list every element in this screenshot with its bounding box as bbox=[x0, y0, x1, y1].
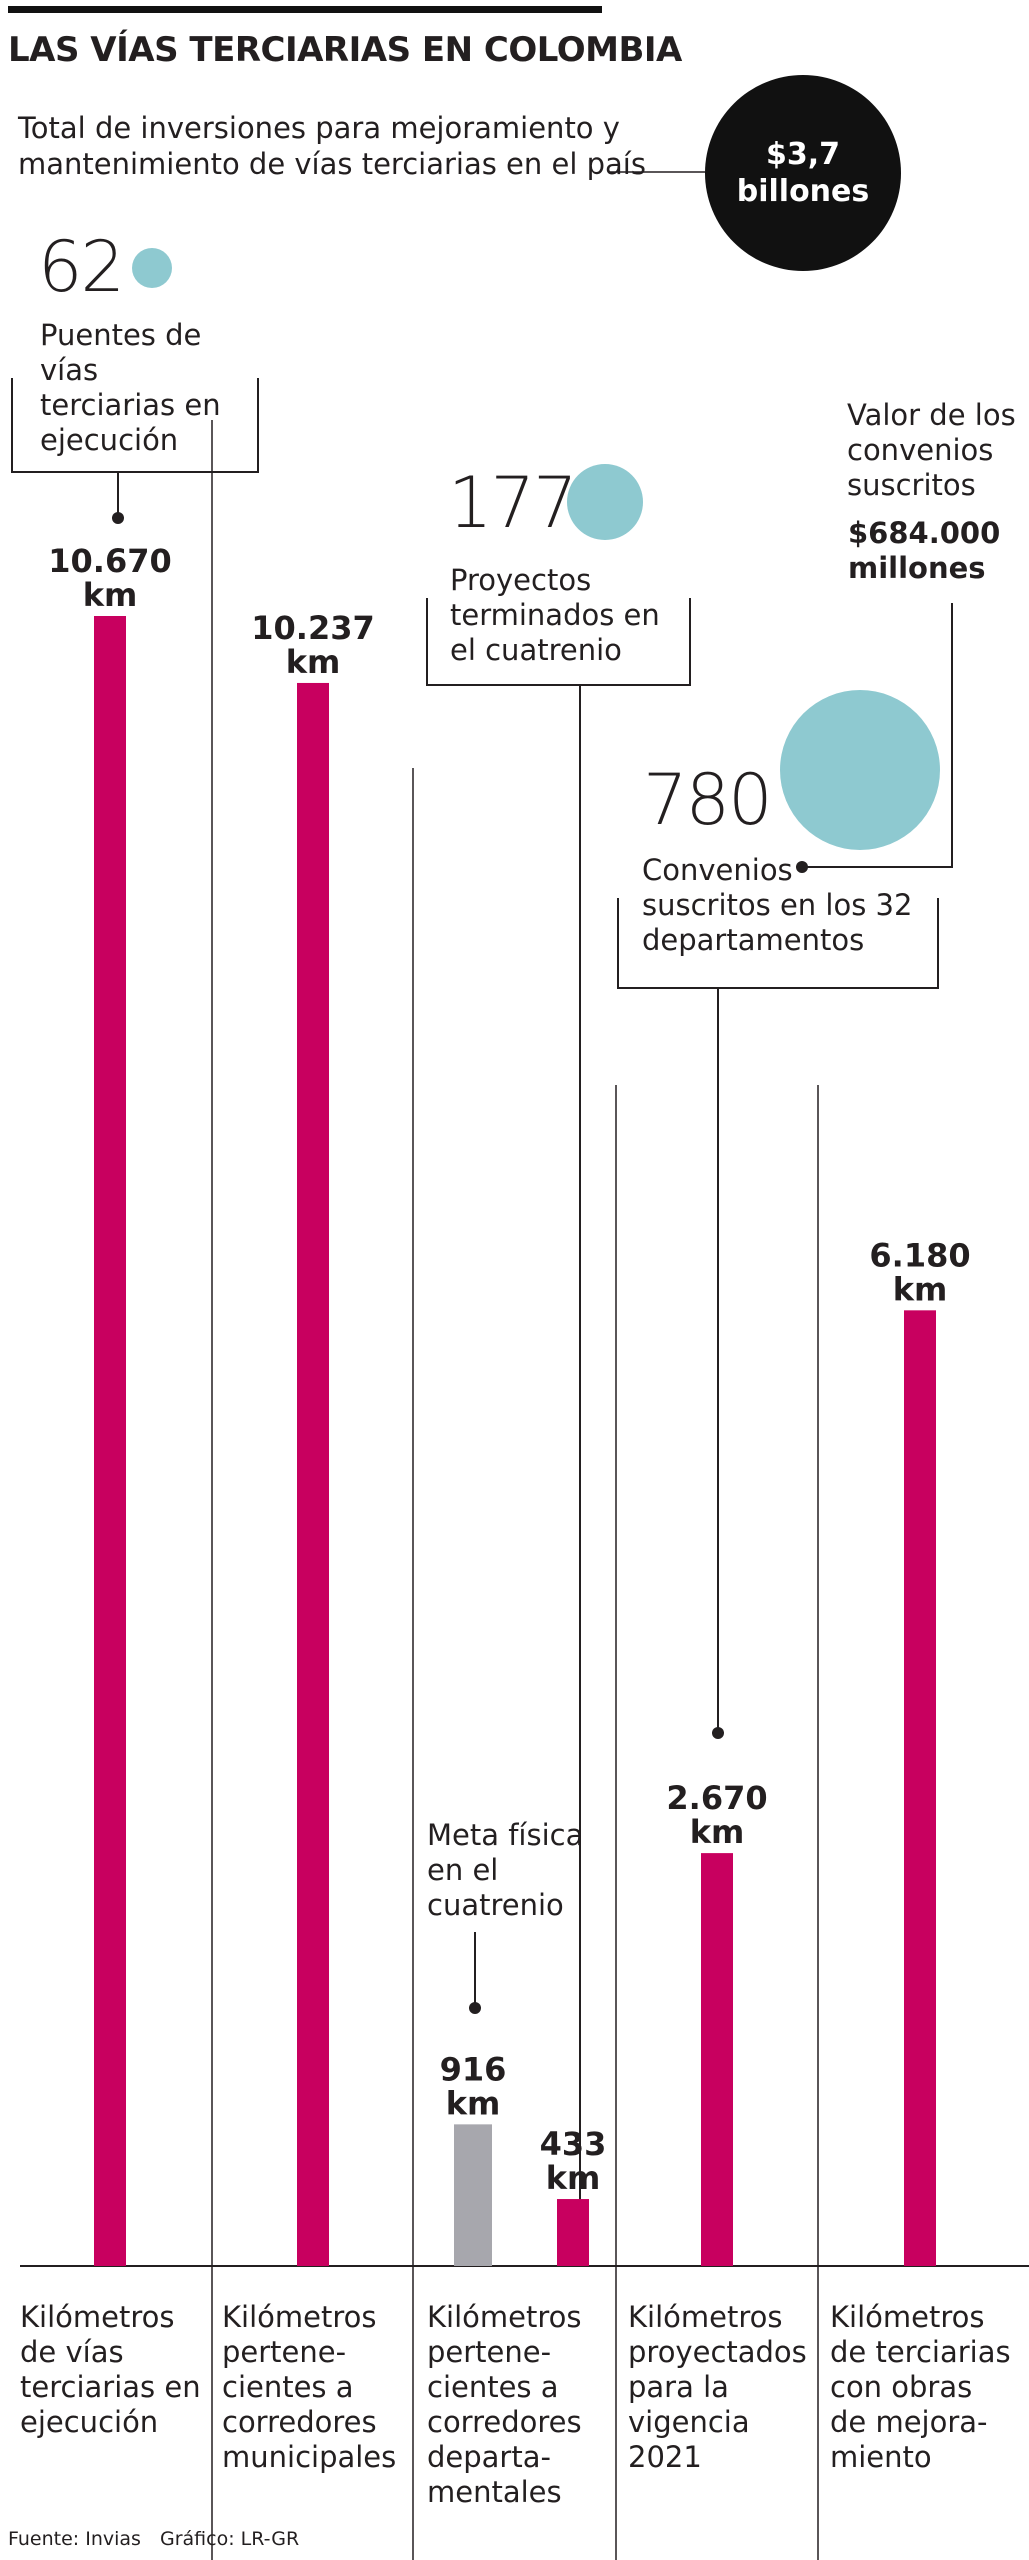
agreements-bracket bbox=[617, 898, 939, 989]
bar-unit-label: km bbox=[690, 1813, 745, 1851]
projects-number: 177 bbox=[448, 462, 578, 544]
agreement-value-label: Valor de los convenios suscritos bbox=[847, 398, 1016, 502]
category-label-line: de vías bbox=[20, 2335, 124, 2369]
category-label-line: 2021 bbox=[628, 2440, 702, 2474]
meta-label: Meta física en el cuatrenio bbox=[427, 1818, 584, 1922]
bridges-bracket bbox=[11, 378, 259, 473]
category-label: Kilómetros proyectados para la vigencia 2021 bbox=[628, 2300, 807, 2475]
category-label-line: corredores bbox=[222, 2405, 377, 2439]
bar-value-label: 6.180 bbox=[869, 1236, 970, 1274]
chart-title: LAS VÍAS TERCIARIAS EN COLOMBIA bbox=[8, 30, 682, 70]
bar-value-label: 10.237 bbox=[251, 609, 374, 647]
total-investment-unit: billones bbox=[736, 174, 870, 209]
category-label-line: para la bbox=[628, 2370, 729, 2404]
bar-value-label: 916 bbox=[440, 2050, 507, 2088]
agreements-label: Convenios suscritos en los 32 departamen… bbox=[642, 853, 913, 957]
category-label-line: pertene- bbox=[222, 2335, 347, 2369]
bar-5 bbox=[904, 1310, 936, 2266]
category-label-line: proyectados bbox=[628, 2335, 807, 2369]
category-label-line: Kilómetros bbox=[830, 2300, 985, 2334]
agreement-value-leader bbox=[802, 603, 953, 868]
category-label: Kilómetros de terciarias con obras de mejor… bbox=[830, 2300, 1011, 2475]
total-investment-amount: $3,7 bbox=[765, 137, 841, 172]
category-label-line: miento bbox=[830, 2440, 932, 2474]
bar-unit-label: km bbox=[83, 576, 138, 614]
category-label-line: de terciarias bbox=[830, 2335, 1011, 2369]
bar-2 bbox=[297, 682, 329, 2266]
chart-subtitle: Total de inversiones para mejoramiento y… bbox=[18, 111, 646, 181]
category-label-line: terciarias en bbox=[20, 2370, 201, 2404]
projects-bubble bbox=[567, 464, 643, 540]
category-label-line: de mejora- bbox=[830, 2405, 988, 2439]
bar-value-label: 10.670 bbox=[48, 542, 171, 580]
title-rule bbox=[8, 6, 602, 13]
bar-unit-label: km bbox=[893, 1270, 948, 1308]
category-label-line: cientes a bbox=[427, 2370, 559, 2404]
category-label-line: ejecución bbox=[20, 2405, 159, 2439]
category-label-line: Kilómetros bbox=[628, 2300, 783, 2334]
meta-bar bbox=[454, 2124, 492, 2266]
projects-label: Proyectos terminados en el cuatrenio bbox=[450, 563, 660, 667]
bar-unit-label: km bbox=[546, 2159, 601, 2197]
category-label-line: Kilómetros bbox=[222, 2300, 377, 2334]
bar-unit-label: km bbox=[286, 643, 341, 681]
category-label-line: con obras bbox=[830, 2370, 973, 2404]
agreements-leader-dot bbox=[712, 1727, 724, 1739]
category-label-line: Kilómetros bbox=[427, 2300, 582, 2334]
category-label: Kilómetros pertene-cientes a corredores mun… bbox=[222, 2300, 396, 2475]
meta-leader-dot bbox=[469, 2002, 481, 2014]
category-label-line: mentales bbox=[427, 2475, 562, 2509]
agreements-number: 780 bbox=[643, 759, 773, 841]
category-label-line: municipales bbox=[222, 2440, 397, 2474]
agreement-value-leader-dot bbox=[796, 861, 808, 873]
agreements-bubble bbox=[780, 690, 940, 850]
bridges-bubble bbox=[132, 248, 172, 288]
bar-4 bbox=[701, 1853, 733, 2266]
total-investment-circle: $3,7 billones bbox=[705, 75, 901, 271]
bridges-number: 62 bbox=[38, 226, 125, 308]
category-label-line: vigencia bbox=[628, 2405, 750, 2439]
category-label-line: departa- bbox=[427, 2440, 551, 2474]
bar-unit-label: km bbox=[446, 2084, 501, 2122]
bar-1 bbox=[94, 616, 126, 2266]
bridges-label: Puentes de vías terciarias en ejecución bbox=[40, 318, 221, 457]
category-label: Kilómetros de vías terciarias en ejecución bbox=[20, 2300, 201, 2440]
bar-value-label: 433 bbox=[540, 2125, 607, 2163]
category-label-line: corredores bbox=[427, 2405, 582, 2439]
agreement-value-unit: millones bbox=[848, 551, 986, 585]
category-label-line: pertene- bbox=[427, 2335, 552, 2369]
credit-note: Gráfico: LR-GR bbox=[160, 2528, 300, 2550]
category-label-line: Kilómetros bbox=[20, 2300, 175, 2334]
category-label: Kilómetros pertene-cientes a corredores dep… bbox=[427, 2300, 582, 2510]
agreement-value: $684.000 millones bbox=[848, 516, 1000, 586]
source-note: Fuente: Invias bbox=[8, 2528, 141, 2550]
category-label-line: cientes a bbox=[222, 2370, 354, 2404]
agreement-value-amount: $684.000 bbox=[848, 516, 1001, 550]
bar-3 bbox=[557, 2199, 589, 2266]
bridges-leader-dot bbox=[112, 512, 124, 524]
bar-value-label: 2.670 bbox=[666, 1779, 767, 1817]
projects-bracket bbox=[426, 598, 691, 686]
